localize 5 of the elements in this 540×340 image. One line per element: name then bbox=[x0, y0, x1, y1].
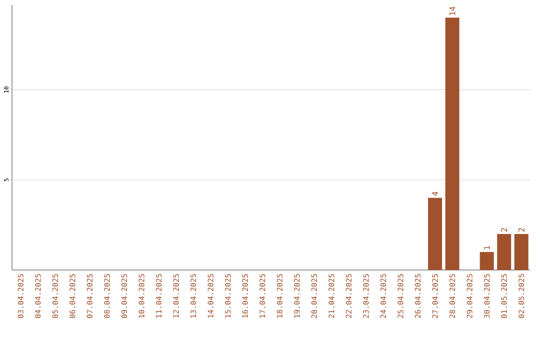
bar bbox=[514, 234, 528, 270]
bar bbox=[497, 234, 512, 270]
bar bbox=[480, 252, 494, 270]
bar bbox=[445, 18, 460, 270]
bar bbox=[428, 198, 442, 270]
